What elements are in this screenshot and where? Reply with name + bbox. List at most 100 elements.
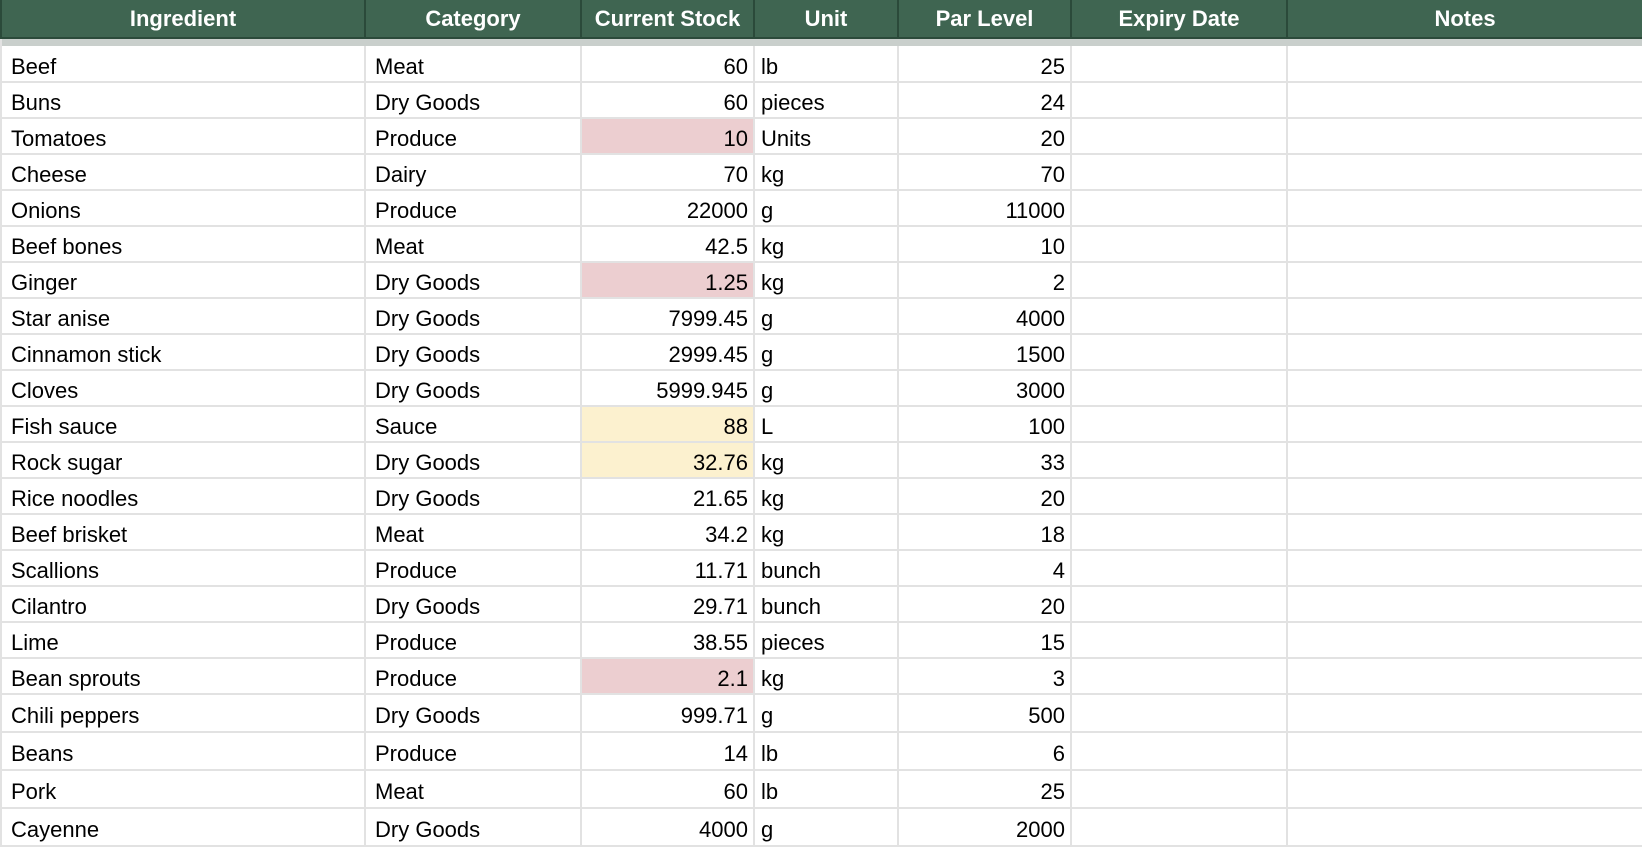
- cell-notes[interactable]: [1287, 262, 1642, 299]
- cell-current-stock[interactable]: 21.65: [581, 478, 755, 515]
- cell-par-level[interactable]: 3000: [898, 370, 1072, 407]
- cell-expiry-date[interactable]: [1071, 298, 1288, 335]
- cell-current-stock[interactable]: 7999.45: [581, 298, 755, 335]
- cell-ingredient[interactable]: Fish sauce: [0, 406, 366, 443]
- cell-notes[interactable]: [1287, 46, 1642, 83]
- cell-ingredient[interactable]: Bean sprouts: [0, 658, 366, 695]
- cell-expiry-date[interactable]: [1071, 694, 1288, 733]
- cell-notes[interactable]: [1287, 514, 1642, 551]
- cell-ingredient[interactable]: Cilantro: [0, 586, 366, 623]
- cell-unit[interactable]: lb: [754, 46, 899, 83]
- cell-current-stock[interactable]: 29.71: [581, 586, 755, 623]
- cell-expiry-date[interactable]: [1071, 770, 1288, 809]
- cell-expiry-date[interactable]: [1071, 732, 1288, 771]
- cell-expiry-date[interactable]: [1071, 190, 1288, 227]
- cell-notes[interactable]: [1287, 586, 1642, 623]
- cell-current-stock[interactable]: 2999.45: [581, 334, 755, 371]
- cell-current-stock[interactable]: 42.5: [581, 226, 755, 263]
- cell-par-level[interactable]: 2: [898, 262, 1072, 299]
- cell-unit[interactable]: lb: [754, 732, 899, 771]
- cell-current-stock[interactable]: 38.55: [581, 622, 755, 659]
- cell-ingredient[interactable]: Lime: [0, 622, 366, 659]
- cell-category[interactable]: Meat: [365, 514, 582, 551]
- cell-par-level[interactable]: 6: [898, 732, 1072, 771]
- cell-par-level[interactable]: 10: [898, 226, 1072, 263]
- cell-category[interactable]: Meat: [365, 770, 582, 809]
- cell-current-stock[interactable]: 14: [581, 732, 755, 771]
- column-header-expiry-date[interactable]: Expiry Date: [1071, 0, 1288, 39]
- cell-category[interactable]: Dry Goods: [365, 298, 582, 335]
- cell-notes[interactable]: [1287, 658, 1642, 695]
- cell-notes[interactable]: [1287, 226, 1642, 263]
- cell-ingredient[interactable]: Cheese: [0, 154, 366, 191]
- cell-ingredient[interactable]: Beef brisket: [0, 514, 366, 551]
- cell-notes[interactable]: [1287, 478, 1642, 515]
- cell-ingredient[interactable]: Onions: [0, 190, 366, 227]
- cell-par-level[interactable]: 33: [898, 442, 1072, 479]
- cell-notes[interactable]: [1287, 442, 1642, 479]
- cell-current-stock[interactable]: 60: [581, 770, 755, 809]
- cell-par-level[interactable]: 24: [898, 82, 1072, 119]
- cell-category[interactable]: Meat: [365, 226, 582, 263]
- cell-ingredient[interactable]: Cinnamon stick: [0, 334, 366, 371]
- cell-par-level[interactable]: 25: [898, 770, 1072, 809]
- cell-category[interactable]: Sauce: [365, 406, 582, 443]
- cell-category[interactable]: Dry Goods: [365, 334, 582, 371]
- cell-current-stock[interactable]: 60: [581, 46, 755, 83]
- cell-unit[interactable]: g: [754, 808, 899, 847]
- cell-par-level[interactable]: 500: [898, 694, 1072, 733]
- cell-category[interactable]: Dry Goods: [365, 370, 582, 407]
- cell-ingredient[interactable]: Scallions: [0, 550, 366, 587]
- cell-category[interactable]: Produce: [365, 190, 582, 227]
- cell-unit[interactable]: kg: [754, 226, 899, 263]
- cell-category[interactable]: Produce: [365, 622, 582, 659]
- cell-expiry-date[interactable]: [1071, 622, 1288, 659]
- cell-current-stock[interactable]: 22000: [581, 190, 755, 227]
- cell-ingredient[interactable]: Buns: [0, 82, 366, 119]
- cell-category[interactable]: Dry Goods: [365, 478, 582, 515]
- cell-current-stock[interactable]: 1.25: [581, 262, 755, 299]
- cell-notes[interactable]: [1287, 154, 1642, 191]
- cell-unit[interactable]: Units: [754, 118, 899, 155]
- cell-notes[interactable]: [1287, 334, 1642, 371]
- cell-notes[interactable]: [1287, 82, 1642, 119]
- cell-ingredient[interactable]: Star anise: [0, 298, 366, 335]
- cell-category[interactable]: Produce: [365, 658, 582, 695]
- cell-category[interactable]: Produce: [365, 118, 582, 155]
- cell-expiry-date[interactable]: [1071, 514, 1288, 551]
- cell-current-stock[interactable]: 10: [581, 118, 755, 155]
- cell-expiry-date[interactable]: [1071, 586, 1288, 623]
- cell-par-level[interactable]: 1500: [898, 334, 1072, 371]
- cell-unit[interactable]: g: [754, 694, 899, 733]
- cell-current-stock[interactable]: 999.71: [581, 694, 755, 733]
- cell-category[interactable]: Dairy: [365, 154, 582, 191]
- cell-ingredient[interactable]: Rice noodles: [0, 478, 366, 515]
- cell-unit[interactable]: kg: [754, 478, 899, 515]
- cell-par-level[interactable]: 4000: [898, 298, 1072, 335]
- cell-notes[interactable]: [1287, 190, 1642, 227]
- cell-category[interactable]: Dry Goods: [365, 442, 582, 479]
- cell-expiry-date[interactable]: [1071, 262, 1288, 299]
- cell-expiry-date[interactable]: [1071, 226, 1288, 263]
- cell-par-level[interactable]: 70: [898, 154, 1072, 191]
- cell-par-level[interactable]: 4: [898, 550, 1072, 587]
- cell-notes[interactable]: [1287, 732, 1642, 771]
- cell-par-level[interactable]: 15: [898, 622, 1072, 659]
- cell-unit[interactable]: lb: [754, 770, 899, 809]
- cell-par-level[interactable]: 2000: [898, 808, 1072, 847]
- cell-par-level[interactable]: 3: [898, 658, 1072, 695]
- cell-par-level[interactable]: 20: [898, 478, 1072, 515]
- cell-unit[interactable]: kg: [754, 442, 899, 479]
- cell-par-level[interactable]: 18: [898, 514, 1072, 551]
- cell-ingredient[interactable]: Cayenne: [0, 808, 366, 847]
- cell-ingredient[interactable]: Pork: [0, 770, 366, 809]
- cell-ingredient[interactable]: Rock sugar: [0, 442, 366, 479]
- cell-category[interactable]: Produce: [365, 732, 582, 771]
- cell-expiry-date[interactable]: [1071, 118, 1288, 155]
- cell-ingredient[interactable]: Beef bones: [0, 226, 366, 263]
- cell-notes[interactable]: [1287, 622, 1642, 659]
- cell-category[interactable]: Dry Goods: [365, 586, 582, 623]
- cell-category[interactable]: Meat: [365, 46, 582, 83]
- cell-expiry-date[interactable]: [1071, 550, 1288, 587]
- cell-ingredient[interactable]: Ginger: [0, 262, 366, 299]
